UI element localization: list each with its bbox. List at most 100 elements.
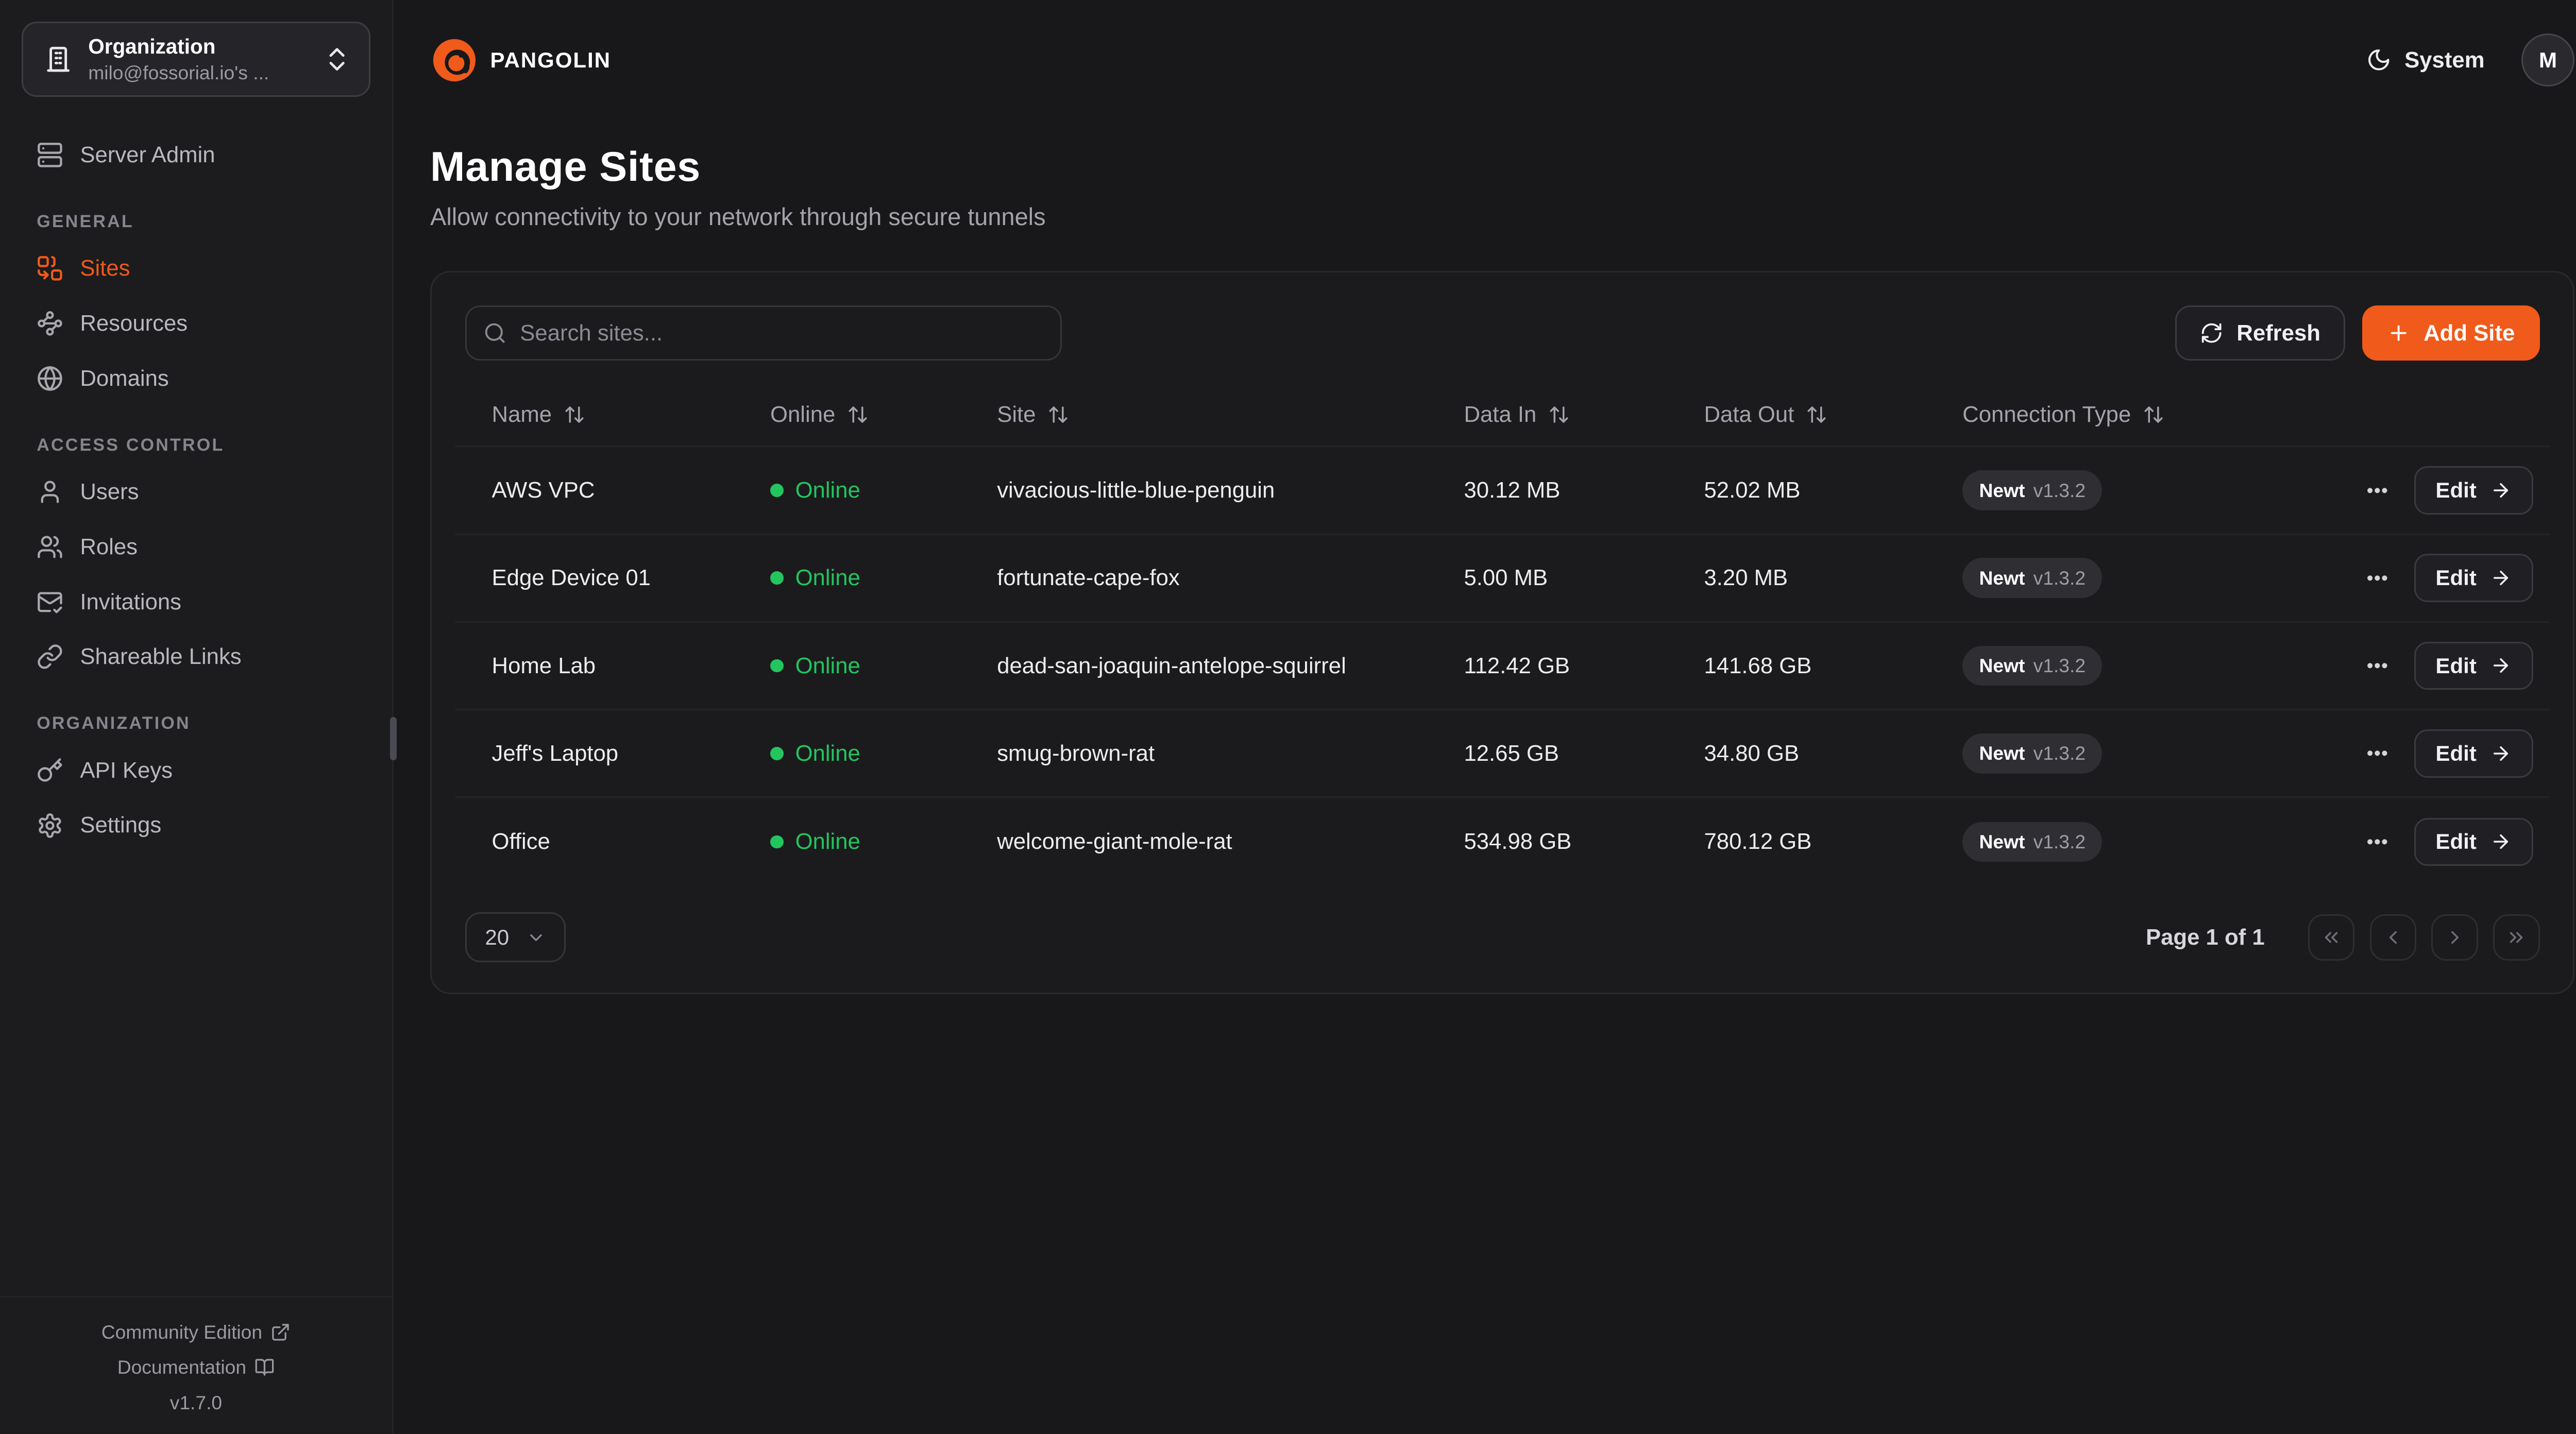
footer-link-documentation[interactable]: Documentation — [0, 1350, 392, 1385]
sidebar-section-organization: ORGANIZATION API Keys Settings — [22, 713, 370, 852]
online-dot-icon — [770, 659, 784, 673]
cell-data-out: 780.12 GB — [1704, 829, 1812, 855]
sites-icon — [37, 255, 63, 282]
refresh-button[interactable]: Refresh — [2175, 305, 2346, 361]
cell-data-in: 30.12 MB — [1464, 477, 1561, 503]
edit-button[interactable]: Edit — [2414, 466, 2533, 515]
table-row: Jeff's Laptop Online smug-brown-rat 12.6… — [455, 710, 2550, 798]
sidebar-footer: Community Edition Documentation v1.7.0 — [0, 1296, 392, 1434]
main-content: PANGOLIN System M Manage Sites Allow con… — [394, 0, 2576, 1434]
pagination: 20 Page 1 of 1 — [465, 912, 2540, 963]
column-header-online[interactable]: Online — [747, 402, 974, 428]
first-page-button[interactable] — [2308, 914, 2355, 961]
users-icon — [37, 534, 63, 560]
key-icon — [37, 757, 63, 784]
search-box — [465, 305, 1062, 361]
column-header-data-out[interactable]: Data Out — [1681, 402, 1939, 428]
refresh-icon — [2200, 321, 2223, 345]
table-row: Office Online welcome-giant-mole-rat 534… — [455, 798, 2550, 885]
cell-name: AWS VPC — [492, 477, 595, 503]
cell-site: welcome-giant-mole-rat — [997, 829, 1232, 855]
book-open-icon — [255, 1357, 275, 1377]
edit-button[interactable]: Edit — [2414, 641, 2533, 690]
brand[interactable]: PANGOLIN — [430, 36, 611, 84]
moon-icon — [2366, 47, 2392, 73]
pangolin-logo-icon — [430, 36, 479, 84]
sites-table: Name Online Site Data In Data Out Connection … — [455, 384, 2550, 885]
chevrons-right-icon — [2505, 927, 2527, 948]
edit-button[interactable]: Edit — [2414, 729, 2533, 778]
cell-data-out: 52.02 MB — [1704, 477, 1801, 503]
row-menu-button[interactable] — [2361, 474, 2394, 507]
user-icon — [37, 479, 63, 505]
sidebar-item-shareable-links[interactable]: Shareable Links — [22, 630, 370, 684]
last-page-button[interactable] — [2493, 914, 2540, 961]
online-dot-icon — [770, 835, 784, 849]
status-badge: Online — [770, 477, 860, 503]
search-input[interactable] — [520, 320, 1044, 346]
sidebar: Organization milo@fossorial.io's ... Ser… — [0, 0, 394, 1434]
column-header-data-in[interactable]: Data In — [1440, 402, 1681, 428]
section-title: ORGANIZATION — [37, 713, 191, 733]
arrow-right-icon — [2490, 567, 2512, 589]
avatar[interactable]: M — [2521, 33, 2575, 87]
plus-icon — [2387, 321, 2410, 345]
sidebar-section-access-control: ACCESS CONTROL Users Roles Invitations S… — [22, 435, 370, 684]
cell-data-in: 534.98 GB — [1464, 829, 1572, 855]
add-site-button[interactable]: Add Site — [2362, 305, 2540, 361]
status-badge: Online — [770, 829, 860, 855]
sidebar-item-sites[interactable]: Sites — [22, 242, 370, 295]
page-title: Manage Sites — [430, 144, 701, 191]
sidebar-item-invitations[interactable]: Invitations — [22, 575, 370, 629]
row-menu-button[interactable] — [2361, 561, 2394, 595]
sidebar-item-server-admin[interactable]: Server Admin — [22, 128, 370, 182]
cell-name: Jeff's Laptop — [492, 740, 619, 766]
ellipsis-icon — [2365, 741, 2390, 766]
next-page-button[interactable] — [2431, 914, 2478, 961]
ellipsis-icon — [2365, 566, 2390, 591]
org-switcher-value: milo@fossorial.io's ... — [88, 61, 269, 83]
sidebar-item-users[interactable]: Users — [22, 465, 370, 519]
cell-data-in: 112.42 GB — [1464, 653, 1570, 678]
sidebar-item-resources[interactable]: Resources — [22, 297, 370, 350]
sidebar-resize-handle[interactable] — [390, 716, 397, 760]
status-badge: Online — [770, 565, 860, 591]
ellipsis-icon — [2365, 478, 2390, 503]
column-header-connection-type[interactable]: Connection Type — [1939, 402, 2358, 428]
edit-button[interactable]: Edit — [2414, 817, 2533, 866]
sort-icon — [564, 404, 585, 425]
cell-site: smug-brown-rat — [997, 740, 1155, 766]
mail-check-icon — [37, 589, 63, 616]
section-title: GENERAL — [37, 211, 134, 231]
row-menu-button[interactable] — [2361, 825, 2394, 859]
theme-toggle[interactable]: System — [2366, 47, 2485, 73]
chevron-down-icon — [526, 928, 546, 948]
page-head: Manage Sites Allow connectivity to your … — [394, 120, 2576, 231]
connection-type-badge: Newt v1.3.2 — [1962, 822, 2103, 862]
prev-page-button[interactable] — [2369, 914, 2417, 961]
column-header-name[interactable]: Name — [468, 402, 747, 428]
waypoints-icon — [37, 310, 63, 337]
online-dot-icon — [770, 746, 784, 760]
chevrons-left-icon — [2320, 927, 2342, 948]
row-menu-button[interactable] — [2361, 649, 2394, 682]
sidebar-item-api-keys[interactable]: API Keys — [22, 744, 370, 797]
page-size-select[interactable]: 20 — [465, 912, 566, 963]
sidebar-item-roles[interactable]: Roles — [22, 520, 370, 574]
cell-site: vivacious-little-blue-penguin — [997, 477, 1275, 503]
row-menu-button[interactable] — [2361, 737, 2394, 770]
cell-name: Home Lab — [492, 653, 596, 678]
theme-toggle-label: System — [2404, 47, 2485, 73]
page-subtitle: Allow connectivity to your network throu… — [430, 203, 1046, 230]
column-header-site[interactable]: Site — [974, 402, 1440, 428]
connection-type-badge: Newt v1.3.2 — [1962, 470, 2103, 510]
sort-icon — [1548, 404, 1570, 425]
footer-link-community-edition[interactable]: Community Edition — [0, 1314, 392, 1350]
globe-icon — [37, 365, 63, 392]
sidebar-item-domains[interactable]: Domains — [22, 352, 370, 405]
edit-button[interactable]: Edit — [2414, 554, 2533, 603]
sidebar-item-settings[interactable]: Settings — [22, 799, 370, 852]
cell-site: fortunate-cape-fox — [997, 565, 1180, 591]
org-switcher[interactable]: Organization milo@fossorial.io's ... — [22, 22, 370, 97]
